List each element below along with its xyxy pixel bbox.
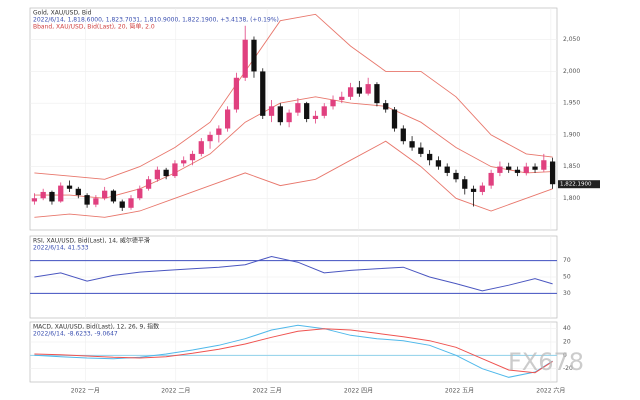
x-tick-label: 2022 一月	[71, 388, 100, 395]
candle-body	[137, 188, 143, 199]
y-tick-label: 30	[563, 290, 571, 297]
candle-body	[31, 198, 38, 202]
candle-body	[532, 166, 538, 170]
last-price-label: 1,822.1900	[560, 182, 592, 188]
candle-body	[216, 128, 222, 135]
candle-body	[418, 147, 424, 154]
y-tick-label: 70	[563, 257, 571, 264]
candle-body	[453, 172, 459, 180]
candle-body	[163, 169, 169, 177]
panel-frame	[29, 7, 558, 231]
panel-title: MACD, XAU/USD, Bid(Last), 12, 26, 9, 指数	[33, 323, 159, 331]
candle-body	[330, 99, 336, 107]
candle-body	[312, 115, 319, 119]
candle-body	[549, 161, 556, 185]
candle-body	[260, 71, 266, 116]
candle-body	[242, 39, 248, 78]
candle-body	[295, 103, 301, 113]
candle-body	[128, 198, 134, 208]
panel-title: Gold, XAU/USD, Bid	[33, 10, 92, 17]
candle-body	[40, 191, 46, 199]
candle-body	[207, 134, 213, 142]
y-tick-label: 2,050	[563, 36, 580, 43]
candle-body	[102, 190, 108, 199]
candle-body	[470, 188, 477, 192]
candle-body	[93, 198, 99, 205]
candle-body	[251, 39, 257, 72]
panel-title: RSI, XAU/USD, Bid(Last), 14, 威尔德平滑	[33, 237, 150, 245]
candle-body	[409, 141, 415, 148]
candle-body	[119, 201, 125, 208]
candle-body	[268, 106, 275, 116]
candle-body	[488, 172, 494, 186]
y-tick-label: 40	[563, 325, 571, 332]
y-tick-label: -20	[563, 365, 573, 372]
x-tick-label: 2022 六月	[536, 387, 565, 395]
candle-body	[479, 185, 485, 192]
indicator-line	[34, 255, 553, 292]
candle-body	[286, 112, 292, 123]
y-tick-label: 0	[563, 352, 567, 359]
candle-body	[66, 185, 73, 189]
x-tick-label: 2022 二月	[161, 388, 190, 395]
candle-body	[75, 188, 81, 196]
candle-body	[198, 141, 204, 154]
y-tick-label: 20	[563, 339, 571, 346]
candle-body	[462, 179, 468, 189]
panel-subtitle: 2022/6/14, 1,818.6000, 1,823.7031, 1,810…	[33, 17, 279, 24]
indicator-line	[34, 328, 553, 374]
candle-body	[224, 109, 231, 129]
candle-body	[427, 153, 433, 161]
watermark: FX678	[508, 348, 584, 376]
candle-body	[383, 103, 389, 110]
candle-body	[181, 160, 187, 164]
candle-body	[374, 84, 380, 104]
y-tick-label: 1,850	[563, 163, 580, 170]
candle-body	[365, 84, 371, 94]
candle-body	[233, 77, 240, 110]
candle-body	[321, 106, 327, 116]
candle-body	[400, 128, 406, 142]
overlay-label: Bband, XAU/USD, Bid(Last), 20, 简单, 2.0	[33, 23, 155, 31]
candle-body	[541, 160, 547, 170]
candle-body	[391, 109, 398, 129]
candle-body	[435, 160, 442, 167]
y-tick-label: 1,900	[563, 131, 580, 138]
candle-body	[145, 179, 152, 189]
y-tick-label: 1,800	[563, 195, 580, 202]
panel-subtitle: 2022/6/14, 41.533	[33, 245, 89, 252]
candle-body	[506, 166, 512, 170]
candle-body	[347, 87, 354, 97]
last-price-box	[558, 180, 600, 189]
candle-body	[523, 166, 529, 173]
candle-body	[339, 96, 345, 100]
y-tick-label: 50	[563, 274, 571, 281]
candle-body	[277, 106, 283, 123]
candle-body	[154, 169, 160, 180]
x-tick-label: 2022 五月	[445, 388, 474, 395]
x-tick-label: 2022 四月	[344, 388, 373, 395]
candle-body	[356, 87, 363, 94]
indicator-line	[34, 324, 553, 378]
candle-body	[514, 169, 521, 173]
bollinger-band	[34, 13, 553, 180]
x-tick-label: 2022 三月	[253, 388, 282, 395]
panel-subtitle: 2022/6/14, -8.6233, -9.0647	[33, 331, 118, 338]
candle-body	[304, 103, 310, 119]
candle-body	[58, 185, 64, 202]
candle-body	[497, 166, 503, 173]
candle-body	[84, 195, 90, 205]
y-tick-label: 1,950	[563, 100, 580, 107]
candle-body	[444, 166, 450, 173]
candle-body	[110, 190, 117, 202]
y-tick-label: 2,000	[563, 68, 580, 75]
candle-body	[189, 153, 196, 161]
candle-body	[172, 163, 178, 177]
candle-body	[49, 191, 55, 202]
